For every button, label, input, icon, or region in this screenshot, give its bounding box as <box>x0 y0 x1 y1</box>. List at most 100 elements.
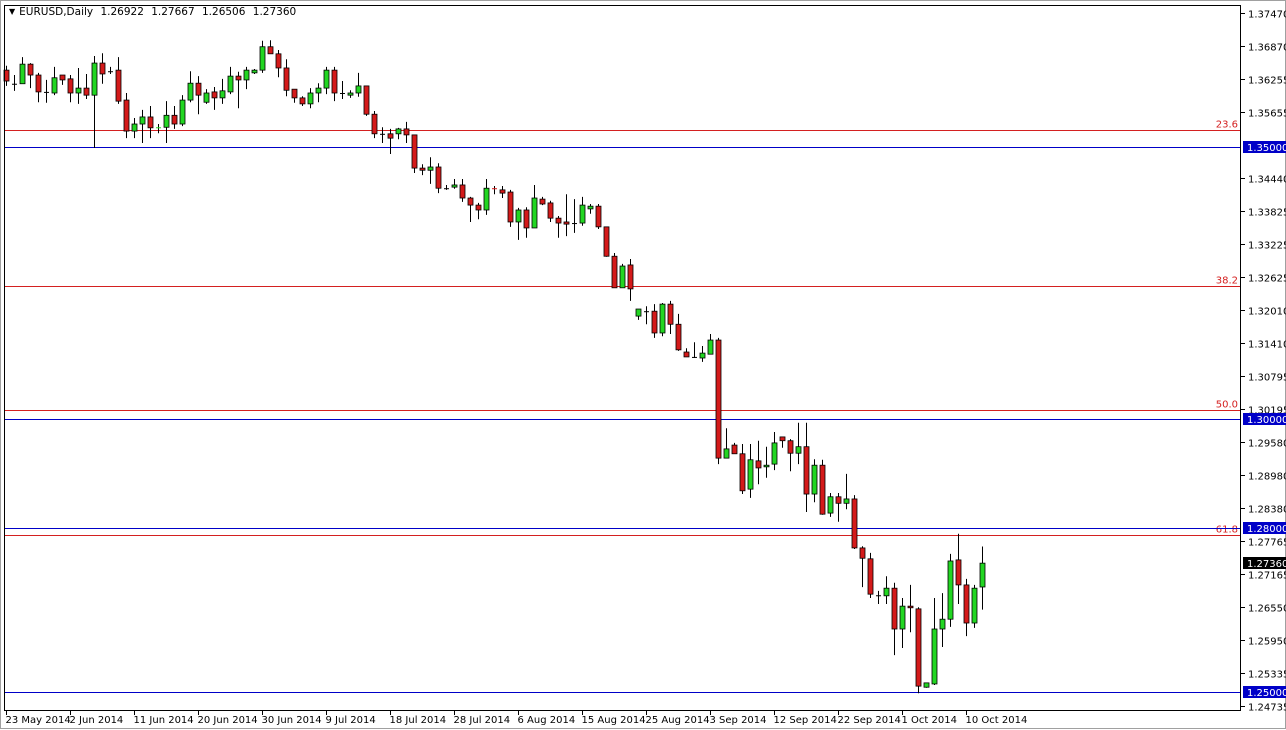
candle-body <box>619 265 626 289</box>
candle-body <box>323 69 330 89</box>
current-price-marker <box>1243 557 1286 569</box>
current-price-label: 1.27360 <box>1247 559 1286 570</box>
candle <box>595 204 602 230</box>
candle <box>259 40 266 73</box>
candle-body <box>123 99 130 132</box>
candle-body <box>899 605 906 630</box>
candle-body <box>819 464 826 515</box>
candle <box>291 88 298 103</box>
candle <box>651 304 658 338</box>
fib-level-label: 61.8 <box>1216 525 1238 536</box>
candle <box>51 66 58 96</box>
candle <box>363 85 370 116</box>
candle <box>380 127 385 144</box>
horizontal-lines: 23.6 38.2 50.0 61.8 <box>5 120 1240 693</box>
candle <box>195 76 202 115</box>
candle-body <box>507 191 514 223</box>
candle <box>459 178 466 202</box>
date-tick-label: 30 Jun 2014 <box>262 715 322 726</box>
candle-body <box>227 75 234 93</box>
candle-body <box>867 558 874 595</box>
date-tick-label: 15 Aug 2014 <box>582 715 646 726</box>
candle <box>819 459 826 515</box>
candle <box>827 492 834 517</box>
candle <box>731 442 738 455</box>
date-tick-label: 28 Jul 2014 <box>454 715 511 726</box>
candle <box>627 258 634 301</box>
candle <box>603 226 610 257</box>
price-tick-label: 1.26550 <box>1248 604 1286 615</box>
candle-body <box>555 217 562 224</box>
candle-body <box>907 605 914 609</box>
price-tick-label: 1.24735 <box>1248 703 1286 714</box>
date-tick-label: 25 Aug 2014 <box>646 715 710 726</box>
price-tick-label: 1.25335 <box>1248 670 1286 681</box>
candle <box>267 40 274 55</box>
candle-body <box>644 311 649 313</box>
candle <box>211 87 218 110</box>
candle <box>971 584 978 628</box>
candle <box>675 313 682 351</box>
candle <box>611 252 618 289</box>
date-tick-label: 2 Jun 2014 <box>70 715 124 726</box>
candle <box>579 196 586 226</box>
triangle-down-icon[interactable]: ▼ <box>9 7 16 16</box>
candle-body <box>467 197 474 206</box>
candle-body <box>259 46 266 71</box>
candle-body <box>811 464 818 495</box>
candle-body <box>851 498 858 549</box>
candle <box>811 459 818 503</box>
candle-body <box>843 498 850 504</box>
candle-body <box>459 184 466 199</box>
candle-body <box>947 560 954 620</box>
candle <box>171 106 178 129</box>
candle <box>331 66 338 102</box>
candle <box>475 202 482 220</box>
candle-body <box>755 460 762 469</box>
candle-body <box>91 62 98 96</box>
date-tick-label: 11 Jun 2014 <box>134 715 194 726</box>
candle-body <box>771 442 778 465</box>
candle <box>275 50 282 78</box>
date-tick-label: 9 Jul 2014 <box>326 715 376 726</box>
candle <box>163 101 170 144</box>
candle-body <box>83 87 90 96</box>
candle <box>115 57 122 104</box>
candle-body <box>859 547 866 559</box>
candle-body <box>27 63 34 76</box>
price-tick-label: 1.27765 <box>1248 538 1286 549</box>
candle <box>851 495 858 550</box>
candle <box>99 53 106 84</box>
price-axis[interactable]: 1.37470 1.36870 1.36255 1.35655 1.34440 1.338… <box>1241 10 1286 714</box>
candle-body <box>139 116 146 125</box>
candle-body <box>275 53 282 69</box>
candle-body <box>523 209 530 229</box>
candle-body <box>44 91 49 93</box>
candle-body <box>19 63 26 85</box>
candle <box>371 110 378 139</box>
candle <box>523 207 530 238</box>
date-tick-label: 22 Sep 2014 <box>838 715 901 726</box>
candle <box>859 546 866 588</box>
candle-body <box>187 82 194 101</box>
candle <box>891 582 898 656</box>
candle <box>899 597 906 649</box>
candle <box>755 440 762 485</box>
candle <box>131 118 138 139</box>
candle-body <box>251 69 258 74</box>
price-tick-label: 1.32010 <box>1248 307 1286 318</box>
candle <box>635 308 642 320</box>
price-tick-label: 1.30795 <box>1248 373 1286 384</box>
candle-body <box>763 464 770 468</box>
candle-body <box>979 562 986 588</box>
candle <box>835 492 842 522</box>
candle-body <box>291 88 298 99</box>
price-tick-label: 1.31410 <box>1248 340 1286 351</box>
candle <box>411 134 418 173</box>
candle-body <box>195 82 202 96</box>
candle <box>427 157 434 184</box>
price-tick-label: 1.29580 <box>1248 439 1286 450</box>
